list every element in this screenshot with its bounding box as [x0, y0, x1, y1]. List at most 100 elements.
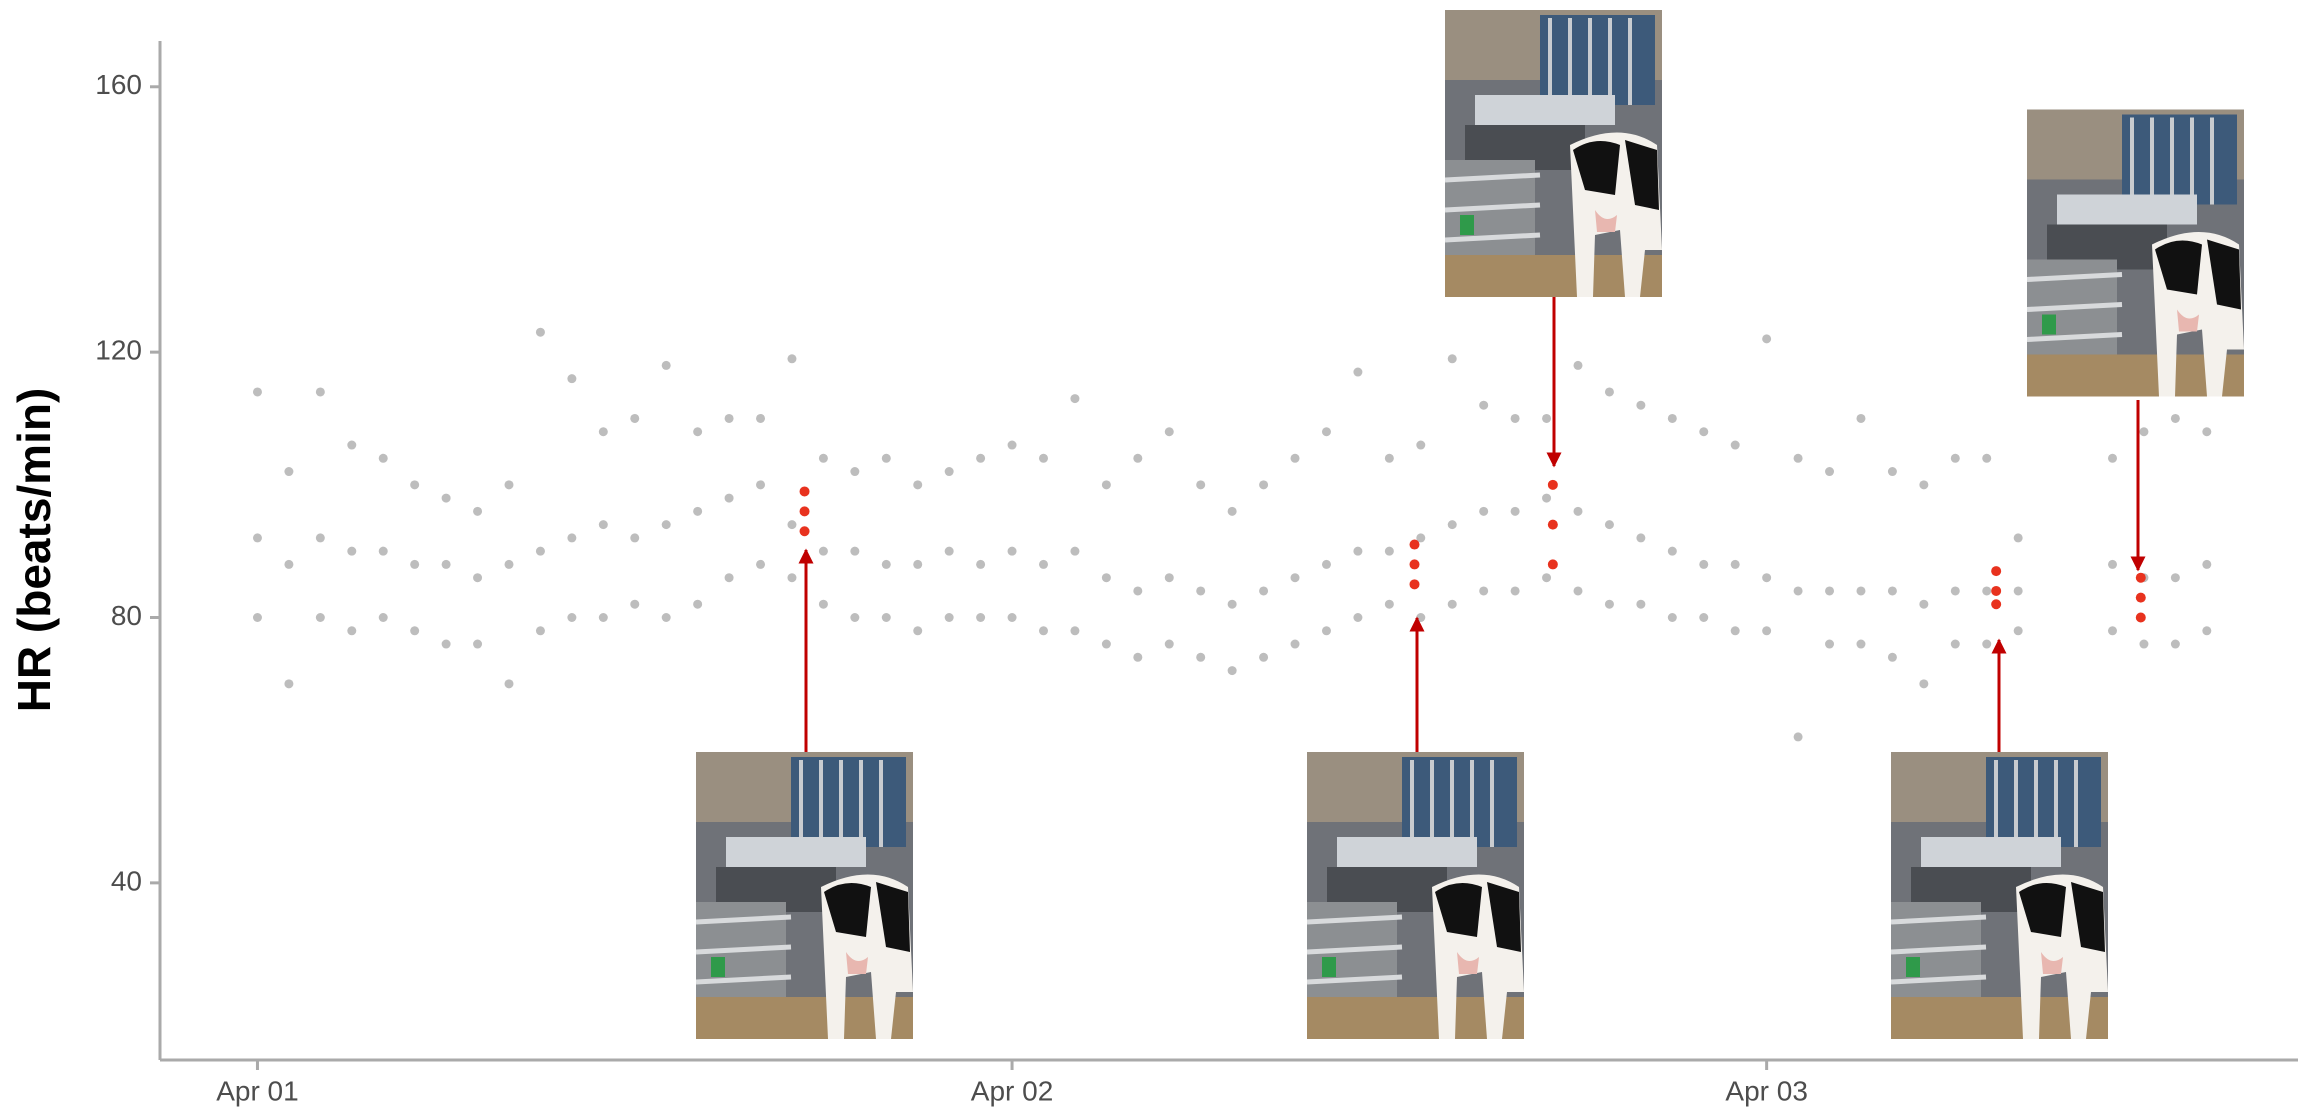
- hr-point: [253, 613, 262, 622]
- hr-point: [1008, 613, 1017, 622]
- hr-point: [1699, 427, 1708, 436]
- hr-point: [1982, 454, 1991, 463]
- hr-point: [976, 613, 985, 622]
- hr-point: [1856, 586, 1865, 595]
- hr-point: [756, 560, 765, 569]
- hr-point: [473, 507, 482, 516]
- y-tick-label: 80: [111, 600, 142, 631]
- hr-point: [1919, 679, 1928, 688]
- hr-point: [725, 494, 734, 503]
- arrows: [806, 297, 2138, 752]
- hr-point: [850, 613, 859, 622]
- hr-point: [1008, 547, 1017, 556]
- cow-photo: [2027, 110, 2244, 397]
- hr-point: [1573, 586, 1582, 595]
- hr-point: [1479, 401, 1488, 410]
- hr-point: [567, 374, 576, 383]
- hr-point: [693, 427, 702, 436]
- hr-point: [1636, 401, 1645, 410]
- hr-point: [2171, 640, 2180, 649]
- cow-photo: [1445, 10, 1662, 297]
- hr-point: [882, 454, 891, 463]
- hr-point: [536, 328, 545, 337]
- hr-point: [347, 626, 356, 635]
- highlight-point: [1991, 566, 2001, 576]
- hr-point: [410, 480, 419, 489]
- hr-point: [379, 613, 388, 622]
- hr-point: [2014, 586, 2023, 595]
- hr-point: [536, 626, 545, 635]
- photo-annotations: [696, 10, 2244, 1039]
- highlight-point: [1410, 540, 1420, 550]
- hr-point: [1039, 560, 1048, 569]
- hr-point: [1794, 732, 1803, 741]
- y-tick-label: 40: [111, 865, 142, 896]
- hr-point: [850, 547, 859, 556]
- highlight-point: [1991, 586, 2001, 596]
- hr-point: [2139, 427, 2148, 436]
- hr-point: [913, 626, 922, 635]
- hr-point: [1133, 653, 1142, 662]
- hr-point: [1605, 387, 1614, 396]
- hr-point: [1165, 640, 1174, 649]
- hr-point: [976, 560, 985, 569]
- hr-point: [1416, 441, 1425, 450]
- hr-point: [1731, 626, 1740, 635]
- hr-point: [1196, 653, 1205, 662]
- hr-point: [2202, 560, 2211, 569]
- cow-photo: [696, 752, 913, 1039]
- hr-point: [1070, 626, 1079, 635]
- hr-point: [473, 640, 482, 649]
- hr-point: [882, 560, 891, 569]
- hr-point: [2108, 626, 2117, 635]
- hr-point: [1228, 507, 1237, 516]
- hr-point: [693, 507, 702, 516]
- hr-point: [1448, 520, 1457, 529]
- hr-point: [504, 480, 513, 489]
- cow-photo: [1891, 752, 2108, 1039]
- hr-point: [913, 480, 922, 489]
- hr-point: [316, 387, 325, 396]
- hr-point: [1762, 626, 1771, 635]
- hr-point: [2171, 573, 2180, 582]
- hr-point: [1982, 586, 1991, 595]
- hr-point: [1448, 600, 1457, 609]
- hr-point: [1542, 494, 1551, 503]
- x-tick-label: Apr 01: [216, 1075, 299, 1106]
- hr-point: [1165, 427, 1174, 436]
- hr-point: [2202, 626, 2211, 635]
- hr-point: [1070, 547, 1079, 556]
- hr-point: [1291, 573, 1300, 582]
- hr-point: [725, 414, 734, 423]
- hr-point: [2014, 626, 2023, 635]
- hr-point: [2202, 427, 2211, 436]
- hr-point: [284, 467, 293, 476]
- hr-point: [442, 640, 451, 649]
- hr-point: [1385, 600, 1394, 609]
- hr-point: [1762, 573, 1771, 582]
- hr-point: [567, 533, 576, 542]
- cow-photo: [1307, 752, 1524, 1039]
- highlight-point: [2136, 573, 2146, 583]
- hr-point: [1982, 640, 1991, 649]
- y-axis-title: HR (beats/min): [8, 388, 60, 713]
- hr-point: [473, 573, 482, 582]
- hr-point: [567, 613, 576, 622]
- hr-point: [1951, 586, 1960, 595]
- hr-point: [504, 679, 513, 688]
- hr-point: [1322, 427, 1331, 436]
- hr-point: [1353, 547, 1362, 556]
- hr-point: [1102, 480, 1111, 489]
- hr-point: [1825, 586, 1834, 595]
- hr-point: [1605, 520, 1614, 529]
- hr-point: [1762, 334, 1771, 343]
- hr-point: [599, 520, 608, 529]
- hr-point: [945, 467, 954, 476]
- hr-point: [630, 414, 639, 423]
- hr-point: [819, 600, 828, 609]
- hr-point: [1353, 368, 1362, 377]
- hr-point: [599, 427, 608, 436]
- hr-point: [1511, 507, 1520, 516]
- hr-point: [1259, 653, 1268, 662]
- hr-point: [379, 454, 388, 463]
